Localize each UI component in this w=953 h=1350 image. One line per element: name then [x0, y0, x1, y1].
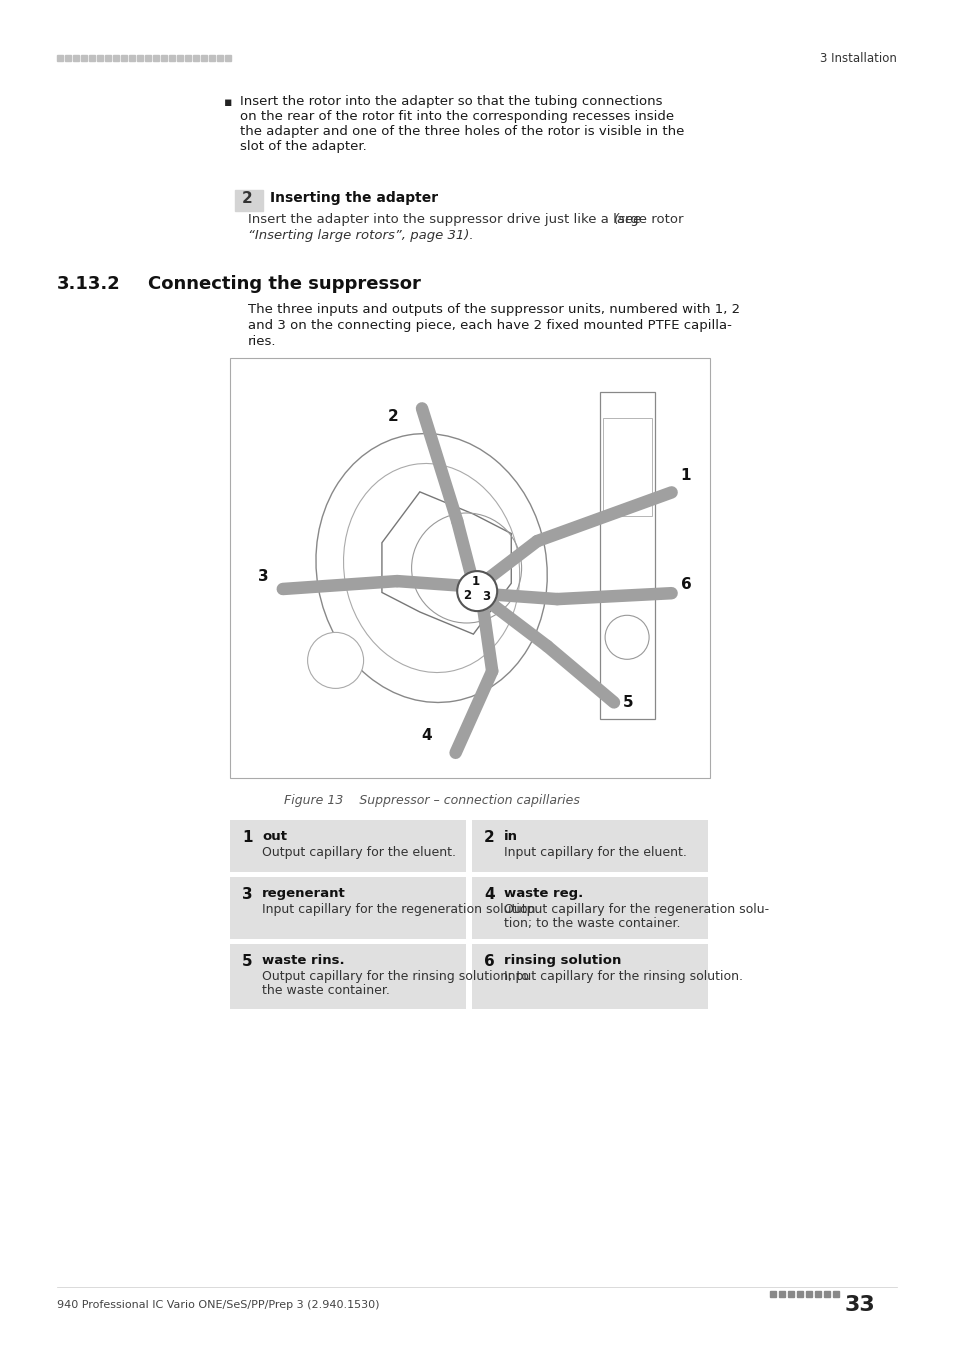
- Bar: [787, 1291, 793, 1297]
- Text: 2: 2: [242, 190, 253, 207]
- Text: 1: 1: [472, 575, 479, 587]
- Bar: [185, 55, 191, 61]
- Text: Input capillary for the rinsing solution.: Input capillary for the rinsing solution…: [503, 971, 742, 983]
- Text: Inserting the adapter: Inserting the adapter: [270, 190, 437, 205]
- Text: The three inputs and outputs of the suppressor units, numbered with 1, 2: The three inputs and outputs of the supp…: [248, 302, 740, 316]
- Circle shape: [307, 632, 363, 688]
- Bar: [161, 55, 167, 61]
- Bar: [805, 1291, 811, 1297]
- Bar: [81, 55, 87, 61]
- Text: 4: 4: [483, 887, 494, 902]
- Text: tion; to the waste container.: tion; to the waste container.: [503, 917, 679, 930]
- Bar: [137, 55, 143, 61]
- Bar: [152, 55, 159, 61]
- Text: 1: 1: [242, 830, 253, 845]
- Text: rinsing solution: rinsing solution: [503, 954, 620, 967]
- Text: 3: 3: [242, 887, 253, 902]
- Text: Output capillary for the regeneration solu-: Output capillary for the regeneration so…: [503, 903, 768, 917]
- Text: on the rear of the rotor fit into the corresponding recesses inside: on the rear of the rotor fit into the co…: [240, 109, 674, 123]
- Text: 2: 2: [462, 589, 471, 602]
- Text: 33: 33: [844, 1295, 875, 1315]
- Bar: [779, 1291, 784, 1297]
- Text: 3: 3: [481, 590, 490, 602]
- Text: in: in: [503, 830, 517, 842]
- Text: (see: (see: [613, 213, 641, 225]
- Bar: [472, 878, 707, 940]
- Text: the waste container.: the waste container.: [262, 984, 390, 998]
- Bar: [832, 1291, 838, 1297]
- Text: 2: 2: [483, 830, 495, 845]
- Bar: [97, 55, 103, 61]
- Text: 3 Installation: 3 Installation: [820, 51, 896, 65]
- Circle shape: [604, 616, 648, 659]
- Text: Figure 13    Suppressor – connection capillaries: Figure 13 Suppressor – connection capill…: [283, 794, 578, 807]
- Bar: [230, 944, 465, 1008]
- Bar: [201, 55, 207, 61]
- Bar: [89, 55, 95, 61]
- Bar: [472, 819, 707, 872]
- Bar: [814, 1291, 821, 1297]
- Text: 5: 5: [622, 695, 633, 710]
- Text: 3.13.2: 3.13.2: [57, 275, 121, 293]
- Bar: [177, 55, 183, 61]
- Bar: [209, 55, 214, 61]
- Bar: [602, 417, 651, 516]
- Text: Insert the adapter into the suppressor drive just like a large rotor: Insert the adapter into the suppressor d…: [248, 213, 687, 225]
- Bar: [230, 358, 709, 778]
- Bar: [65, 55, 71, 61]
- Bar: [599, 392, 654, 720]
- Text: Insert the rotor into the adapter so that the tubing connections: Insert the rotor into the adapter so tha…: [240, 95, 661, 108]
- Text: 5: 5: [242, 954, 253, 969]
- Text: ▪: ▪: [224, 96, 233, 109]
- Bar: [796, 1291, 802, 1297]
- Text: ries.: ries.: [248, 335, 276, 348]
- Text: waste rins.: waste rins.: [262, 954, 344, 967]
- Bar: [216, 55, 223, 61]
- Text: 1: 1: [680, 468, 691, 483]
- Circle shape: [456, 571, 497, 612]
- Bar: [112, 55, 119, 61]
- Text: slot of the adapter.: slot of the adapter.: [240, 140, 366, 153]
- Text: Output capillary for the rinsing solution; to: Output capillary for the rinsing solutio…: [262, 971, 528, 983]
- Text: 6: 6: [483, 954, 495, 969]
- Text: 3: 3: [258, 568, 269, 585]
- Bar: [121, 55, 127, 61]
- Text: out: out: [262, 830, 287, 842]
- Bar: [234, 190, 263, 211]
- Text: 940 Professional IC Vario ONE/SeS/PP/Prep 3 (2.940.1530): 940 Professional IC Vario ONE/SeS/PP/Pre…: [57, 1300, 379, 1310]
- Text: Input capillary for the eluent.: Input capillary for the eluent.: [503, 846, 686, 859]
- Bar: [129, 55, 135, 61]
- Bar: [73, 55, 79, 61]
- Text: Connecting the suppressor: Connecting the suppressor: [148, 275, 420, 293]
- Text: “Inserting large rotors”, page 31).: “Inserting large rotors”, page 31).: [248, 230, 473, 242]
- Bar: [230, 878, 465, 940]
- Bar: [169, 55, 174, 61]
- Text: Output capillary for the eluent.: Output capillary for the eluent.: [262, 846, 456, 859]
- Text: the adapter and one of the three holes of the rotor is visible in the: the adapter and one of the three holes o…: [240, 126, 683, 138]
- Text: regenerant: regenerant: [262, 887, 345, 900]
- Bar: [823, 1291, 829, 1297]
- Text: and 3 on the connecting piece, each have 2 fixed mounted PTFE capilla-: and 3 on the connecting piece, each have…: [248, 319, 731, 332]
- Bar: [193, 55, 199, 61]
- Text: 6: 6: [679, 578, 691, 593]
- Bar: [105, 55, 111, 61]
- Bar: [225, 55, 231, 61]
- Text: waste reg.: waste reg.: [503, 887, 582, 900]
- Bar: [145, 55, 151, 61]
- Bar: [230, 819, 465, 872]
- Text: 4: 4: [421, 729, 432, 744]
- Bar: [769, 1291, 775, 1297]
- Bar: [472, 944, 707, 1008]
- Text: Input capillary for the regeneration solution.: Input capillary for the regeneration sol…: [262, 903, 538, 917]
- Text: 2: 2: [388, 409, 398, 424]
- Bar: [57, 55, 63, 61]
